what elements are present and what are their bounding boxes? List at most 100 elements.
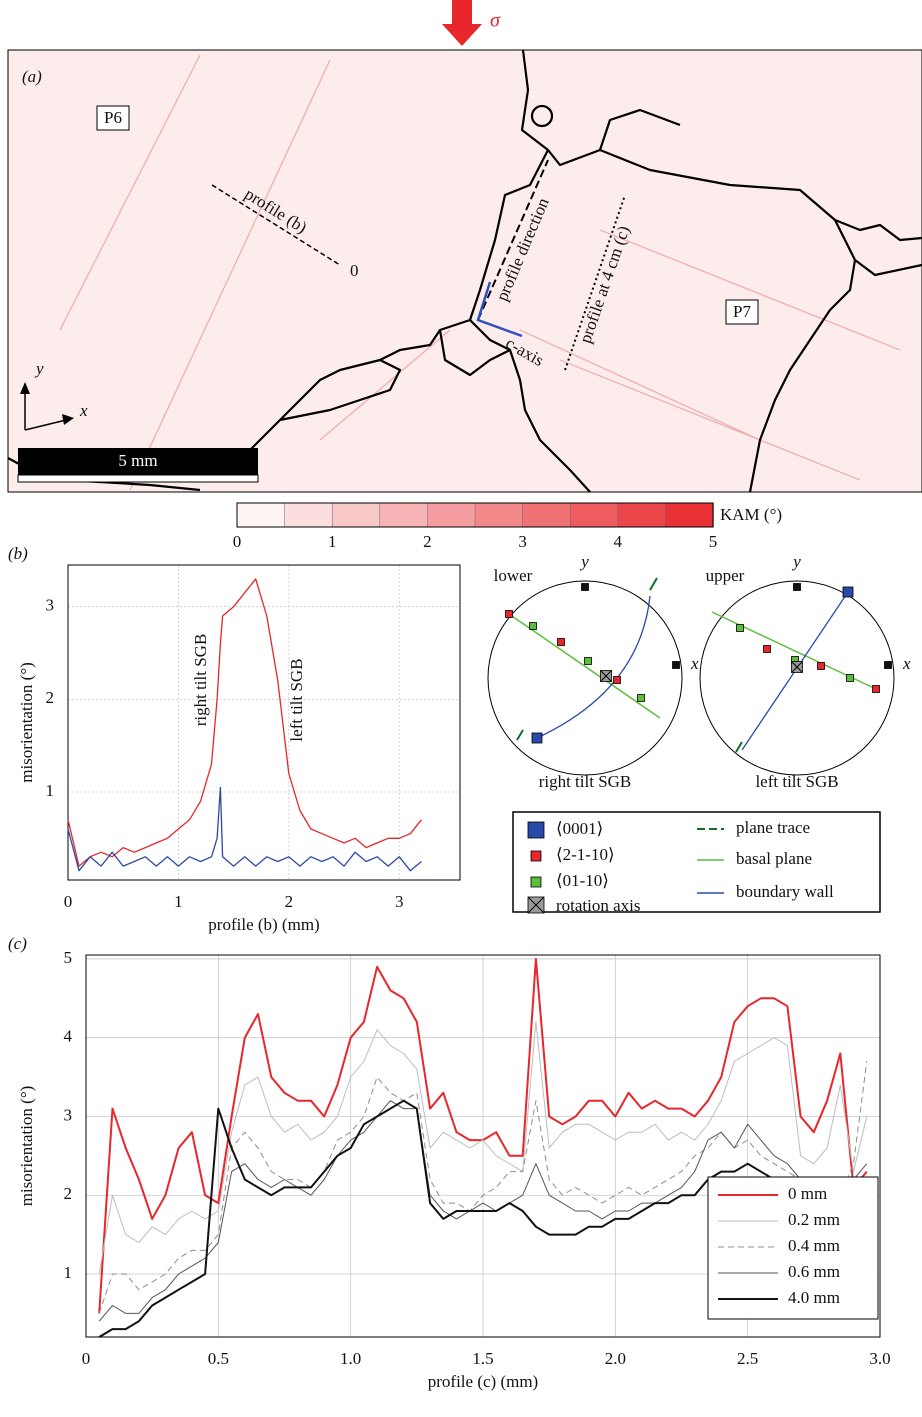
legend-label: plane trace	[736, 818, 810, 837]
pole-marker	[505, 610, 513, 618]
y-tick-label: 3	[46, 596, 55, 615]
profile-c-line	[564, 194, 626, 371]
colorbar-segment	[236, 502, 286, 528]
y-axis-label: misorientation (°)	[17, 662, 36, 783]
colorbar-segment	[474, 502, 524, 528]
grain-label: P7	[733, 302, 751, 321]
plot-frame	[67, 564, 461, 881]
net-axis-label: y	[791, 552, 801, 571]
legend-label: ⟨2-1-10⟩	[556, 845, 615, 864]
streaks	[59, 54, 901, 491]
colorbar-tick-label: 3	[518, 532, 527, 551]
plot-frame	[85, 954, 881, 1338]
micrograph	[7, 49, 922, 493]
pole-marker	[793, 583, 801, 591]
series-line	[98, 1021, 868, 1275]
pole-marker	[672, 661, 680, 669]
colorbar-segment	[379, 502, 429, 528]
chart: 0 0.5 1.0 1.5 2.0 2.5 3.0 1 2 3 4 5 profile (c) (mm)…	[8, 934, 891, 1391]
net-caption: right tilt SGB	[539, 772, 632, 791]
net-axis-label: x	[690, 654, 699, 673]
panel-label: (b)	[8, 544, 28, 563]
colorbar-segment	[617, 502, 667, 528]
colorbar: 0 1 2 3 4 5	[233, 502, 718, 551]
panel-label: (c)	[8, 934, 27, 953]
pole-marker	[872, 685, 880, 693]
net-axis-label: x	[902, 654, 911, 673]
colorbar-segment	[522, 502, 571, 528]
scale-bar-label: 5 mm	[118, 451, 157, 470]
colorbar-segment	[427, 502, 476, 528]
net-circle	[699, 580, 895, 776]
legend-label: ⟨0001⟩	[556, 819, 603, 838]
pole-marker	[613, 676, 621, 684]
colorbar-tick-label: 5	[709, 532, 718, 551]
y-tick-label: 2	[46, 688, 55, 707]
net-circle	[487, 580, 683, 776]
colorbar-segment	[665, 502, 714, 528]
plane-trace	[649, 577, 658, 591]
legend-label: rotation axis	[556, 896, 641, 915]
colorbar-segment	[331, 502, 381, 528]
basal-plane	[508, 613, 661, 719]
scale-bar	[18, 448, 258, 475]
stress-arrow	[442, 0, 482, 46]
legend-box	[512, 811, 881, 913]
net-caption: left tilt SGB	[755, 772, 838, 791]
annotation: right tilt SGB	[191, 634, 210, 727]
stereonet: y x lower right tilt SGB	[487, 552, 699, 791]
y-axis-label: misorientation (°)	[17, 1086, 36, 1207]
colorbar-segment	[284, 502, 333, 528]
grain-box	[725, 299, 759, 325]
pole-marker	[736, 624, 744, 632]
x-tick-label: 0	[82, 1349, 91, 1368]
x-tick-label: 0	[64, 892, 73, 911]
legend-label: boundary wall	[736, 882, 834, 901]
annotation: left tilt SGB	[287, 658, 306, 741]
legend-label: 0 mm	[788, 1184, 827, 1203]
axis-label: x	[79, 401, 88, 420]
series-line	[98, 1099, 867, 1338]
x-tick-label: 2	[285, 892, 294, 911]
legend-label: ⟨01-10⟩	[556, 871, 609, 890]
scale-bar	[17, 474, 259, 483]
pole-marker	[581, 583, 589, 591]
pole-marker	[531, 732, 543, 744]
pole-marker	[584, 657, 592, 665]
net-axis-label: y	[579, 552, 589, 571]
grain-box	[96, 105, 130, 131]
panel-label: (a)	[22, 67, 42, 86]
colorbar-segment	[569, 502, 619, 528]
grain-label: P6	[104, 108, 122, 127]
x-tick-label: 2.5	[737, 1349, 758, 1368]
x-tick-label: 1.0	[340, 1349, 361, 1368]
stress-label: σ	[490, 10, 501, 32]
charts: 0 1 2 3 1 2 3 profile (b) (mm) misorientation (°…	[8, 544, 891, 1391]
pole-marker	[527, 821, 545, 839]
pole-marker	[529, 622, 537, 630]
x-axis-label: profile (b) (mm)	[208, 915, 319, 934]
x-tick-label: 3.0	[869, 1349, 890, 1368]
x-tick-label: 1	[174, 892, 183, 911]
colorbar-tick-label: 0	[233, 532, 242, 551]
x-tick-label: 3	[395, 892, 404, 911]
series-line	[98, 1061, 868, 1314]
y-tick-label: 1	[46, 781, 55, 800]
hemisphere-label: lower	[494, 566, 533, 585]
pole-marker	[637, 694, 645, 702]
axis-label: y	[34, 359, 44, 378]
colorbar-tick-label: 4	[614, 532, 623, 551]
legend-label: 0.6 mm	[788, 1262, 840, 1281]
plane-trace	[516, 729, 524, 741]
y-tick-label: 3	[64, 1105, 73, 1124]
pole-marker	[817, 662, 825, 670]
x-tick-label: 1.5	[472, 1349, 493, 1368]
pole-marker	[842, 586, 854, 598]
stereonets: y x lower right tilt SGB y x upper left tilt SG…	[487, 552, 911, 915]
series-line	[98, 1100, 868, 1322]
colorbar-label: KAM (°)	[720, 505, 782, 524]
colorbar-tick-label: 2	[423, 532, 432, 551]
legend-label: 0.2 mm	[788, 1210, 840, 1229]
colorbar-frame	[236, 502, 714, 528]
